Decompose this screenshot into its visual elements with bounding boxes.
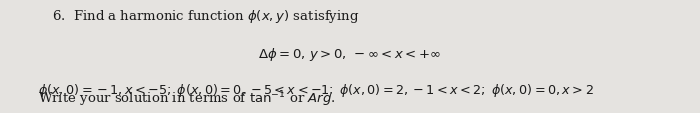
- Text: $\Delta\phi = 0,\, y > 0,\, -\infty < x < +\infty$: $\Delta\phi = 0,\, y > 0,\, -\infty < x …: [258, 45, 442, 62]
- Text: 6.  Find a harmonic function $\phi(x, y)$ satisfying: 6. Find a harmonic function $\phi(x, y)$…: [52, 8, 360, 25]
- Text: $\phi(x,0) = -1, x < -5;\; \phi(x,0) = 0, -5 < x < -1;\; \phi(x,0) = 2, -1 < x <: $\phi(x,0) = -1, x < -5;\; \phi(x,0) = 0…: [38, 81, 594, 98]
- Text: Write your solution in terms of $\mathrm{tan}^{-1}$ or $\mathit{Arg}$.: Write your solution in terms of $\mathrm…: [38, 89, 336, 108]
